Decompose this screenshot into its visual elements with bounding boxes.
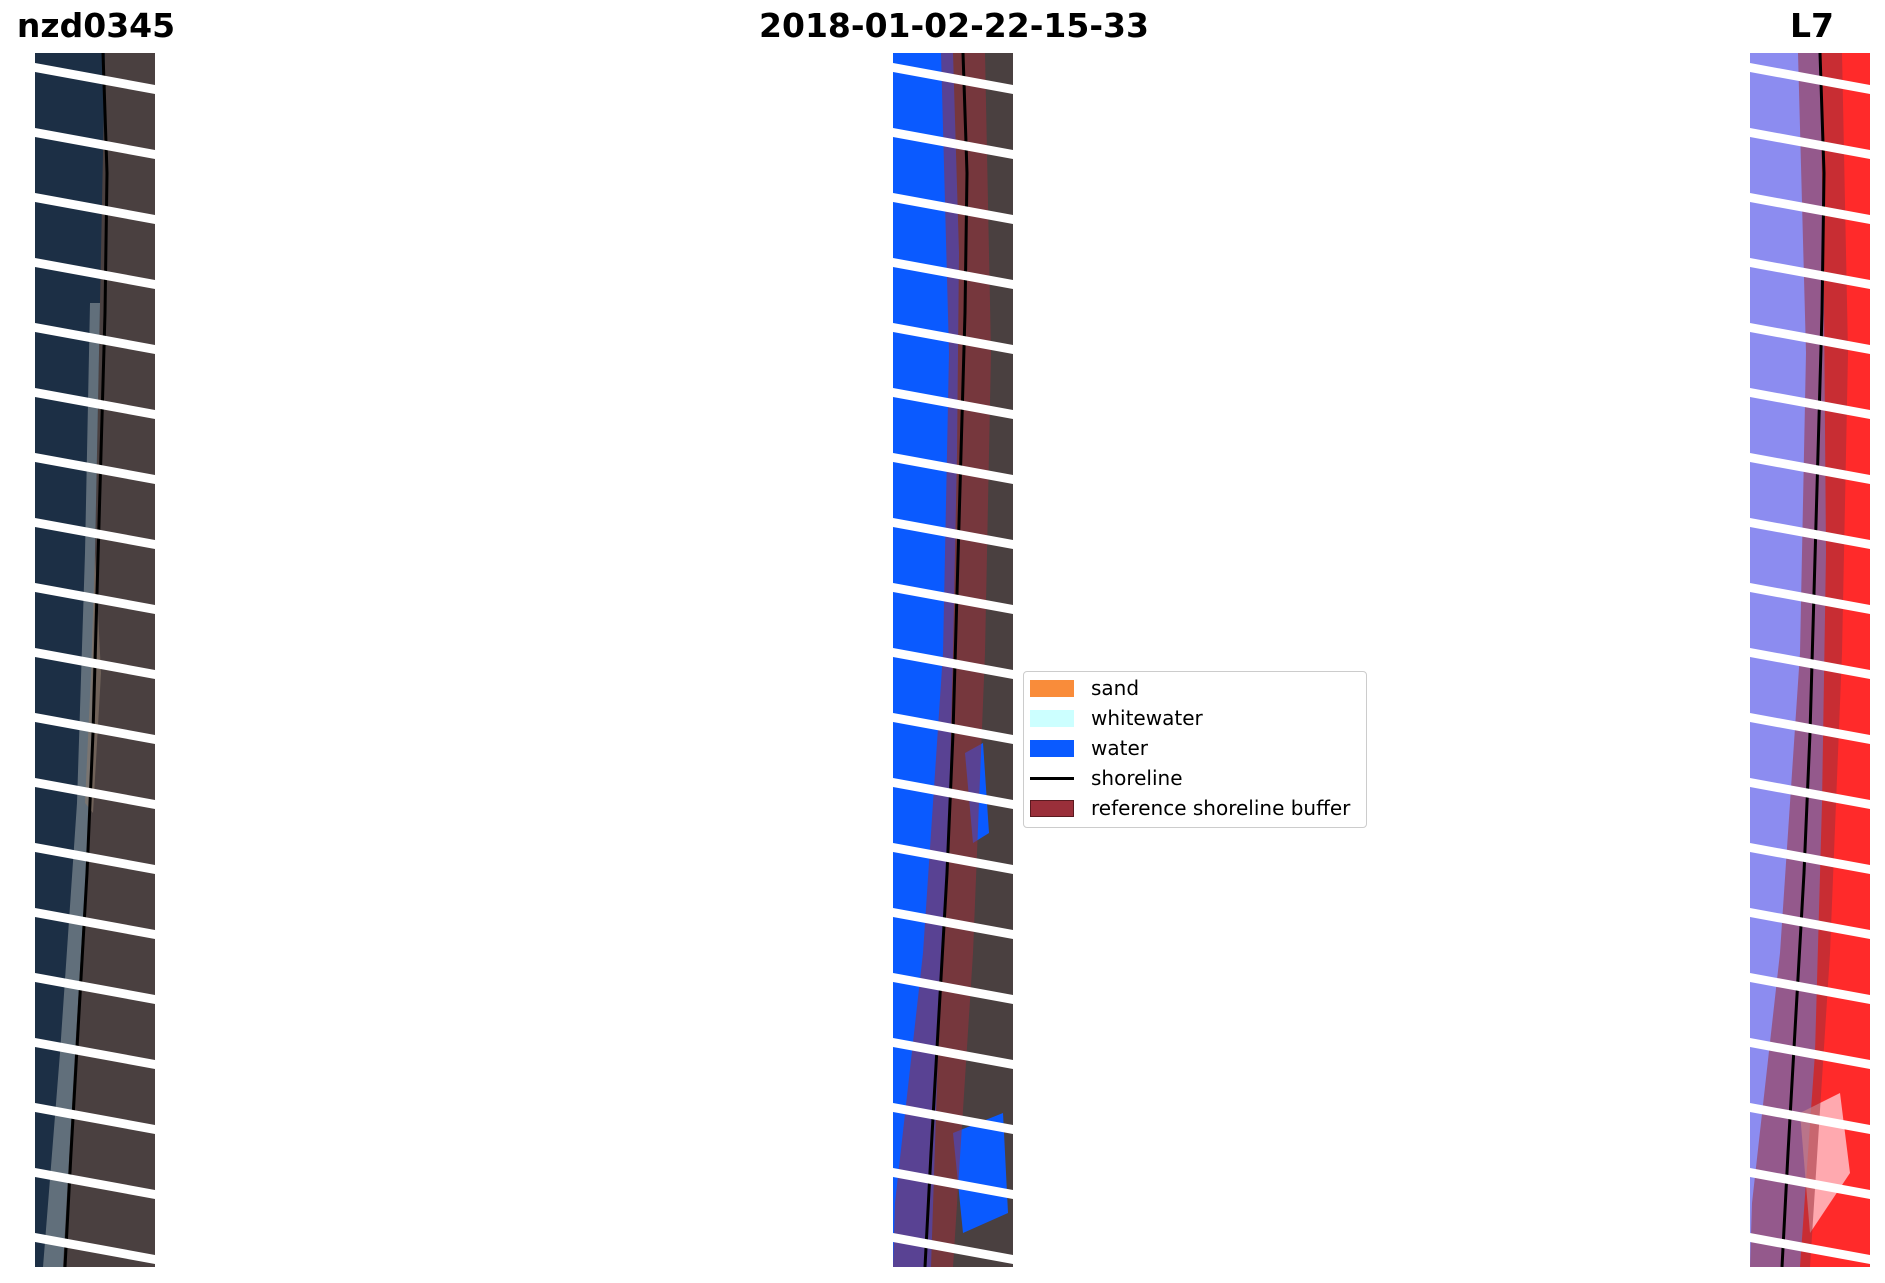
scan-gap-stripe xyxy=(1750,583,1870,614)
scan-gap-stripe xyxy=(35,63,155,94)
scan-gap-stripe xyxy=(893,1233,1013,1264)
scan-gap-stripe xyxy=(893,258,1013,289)
scan-gap-stripe xyxy=(35,583,155,614)
water-swatch xyxy=(1030,739,1074,757)
scan-gap-stripe xyxy=(1750,323,1870,354)
scan-gap-stripe xyxy=(35,778,155,809)
scan-gap-stripe xyxy=(35,193,155,224)
scan-gap-stripe xyxy=(893,63,1013,94)
scan-gap-stripe xyxy=(1750,1103,1870,1134)
scan-gap-stripe xyxy=(1750,128,1870,159)
scan-gap-stripe xyxy=(1750,1233,1870,1264)
index-image-panel xyxy=(1750,53,1870,1267)
scan-gap-stripe xyxy=(1750,843,1870,874)
legend: sand whitewater water shoreline referenc… xyxy=(1023,671,1367,828)
scan-gap-stripe xyxy=(893,128,1013,159)
right-panel-title: L7 xyxy=(1790,6,1834,45)
scan-gap-stripe xyxy=(893,713,1013,744)
scan-gap-stripe xyxy=(893,778,1013,809)
center-panel-title: 2018-01-02-22-15-33 xyxy=(759,6,1149,45)
scan-gap-stripe xyxy=(893,1038,1013,1069)
scan-gap-stripe xyxy=(35,843,155,874)
scan-gap-stripe xyxy=(1750,453,1870,484)
legend-label-sand: sand xyxy=(1091,676,1140,700)
scan-gap-stripe xyxy=(1750,648,1870,679)
scan-gap-stripe xyxy=(35,713,155,744)
scan-gap-stripe xyxy=(893,518,1013,549)
right-reference-shoreline-buffer xyxy=(1750,53,1848,1267)
scan-gap-stripe xyxy=(35,128,155,159)
scan-gap-stripe xyxy=(1750,518,1870,549)
scan-gap-stripe xyxy=(35,1038,155,1069)
whitewater-swatch xyxy=(1030,709,1074,727)
scan-gap-stripe xyxy=(1750,193,1870,224)
scan-gap-stripe xyxy=(893,1168,1013,1199)
legend-label-whitewater: whitewater xyxy=(1091,706,1203,730)
legend-item-reference-buffer: reference shoreline buffer xyxy=(1030,796,1350,820)
legend-label-shoreline: shoreline xyxy=(1091,766,1183,790)
scan-gap-stripe xyxy=(35,1168,155,1199)
scan-gap-stripe xyxy=(35,1103,155,1134)
left-panel-title: nzd0345 xyxy=(16,6,176,45)
scan-gap-stripe xyxy=(35,908,155,939)
legend-item-sand: sand xyxy=(1030,676,1139,700)
scan-gap-stripe xyxy=(1750,1168,1870,1199)
scan-gap-stripe xyxy=(35,258,155,289)
scan-gap-stripe xyxy=(35,453,155,484)
scan-gap-stripe xyxy=(893,388,1013,419)
scan-gap-stripe xyxy=(893,323,1013,354)
scan-gap-stripe xyxy=(893,1103,1013,1134)
legend-item-water: water xyxy=(1030,736,1148,760)
scan-gap-stripe xyxy=(1750,973,1870,1004)
scan-gap-stripe xyxy=(893,908,1013,939)
shoreline-line-swatch xyxy=(1030,776,1074,780)
legend-label-reference-buffer: reference shoreline buffer xyxy=(1091,796,1351,820)
legend-label-water: water xyxy=(1091,736,1148,760)
scan-gap-stripe xyxy=(35,973,155,1004)
scan-gap-stripe xyxy=(35,648,155,679)
scan-gap-stripe xyxy=(35,1233,155,1264)
scan-gap-stripe xyxy=(1750,1038,1870,1069)
scan-gap-stripe xyxy=(893,973,1013,1004)
classified-image-panel xyxy=(893,53,1013,1267)
scan-gap-stripe xyxy=(1750,388,1870,419)
scan-gap-stripe xyxy=(893,583,1013,614)
scan-gap-stripe xyxy=(1750,713,1870,744)
scan-gap-stripe xyxy=(35,323,155,354)
legend-item-whitewater: whitewater xyxy=(1030,706,1203,730)
reference-buffer-swatch xyxy=(1030,799,1074,817)
scan-gap-stripe xyxy=(893,193,1013,224)
scan-gap-stripe xyxy=(1750,778,1870,809)
sand-swatch xyxy=(1030,679,1074,697)
scan-gap-stripe xyxy=(893,453,1013,484)
scan-gap-stripe xyxy=(893,648,1013,679)
scan-gap-stripe xyxy=(893,843,1013,874)
scan-gap-stripe xyxy=(35,388,155,419)
scan-gap-stripe xyxy=(1750,63,1870,94)
scan-gap-stripe xyxy=(1750,908,1870,939)
scan-gap-stripe xyxy=(35,518,155,549)
rgb-image-panel xyxy=(35,53,155,1267)
scan-gap-stripe xyxy=(1750,258,1870,289)
legend-item-shoreline: shoreline xyxy=(1030,766,1183,790)
reference-shoreline-buffer xyxy=(893,53,991,1267)
